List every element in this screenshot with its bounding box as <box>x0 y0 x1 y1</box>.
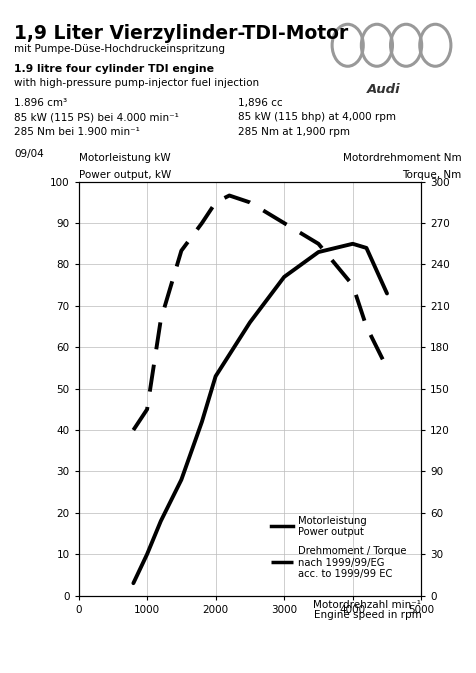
Text: 85 kW (115 PS) bei 4.000 min⁻¹: 85 kW (115 PS) bei 4.000 min⁻¹ <box>14 112 179 122</box>
Text: 09/04: 09/04 <box>14 149 44 160</box>
Text: 285 Nm bei 1.900 min⁻¹: 285 Nm bei 1.900 min⁻¹ <box>14 127 140 137</box>
Text: Motordrehzahl min⁻¹: Motordrehzahl min⁻¹ <box>313 600 421 610</box>
Text: 85 kW (115 bhp) at 4,000 rpm: 85 kW (115 bhp) at 4,000 rpm <box>238 112 396 122</box>
Text: Motorleistung kW: Motorleistung kW <box>79 153 170 163</box>
Text: 1,9 Liter Vierzylinder-TDI-Motor: 1,9 Liter Vierzylinder-TDI-Motor <box>14 24 348 42</box>
Text: 1.896 cm³: 1.896 cm³ <box>14 98 68 108</box>
Text: 1.9 litre four cylinder TDI engine: 1.9 litre four cylinder TDI engine <box>14 64 214 74</box>
Text: Motordrehmoment Nm: Motordrehmoment Nm <box>343 153 462 163</box>
Text: with high-pressure pump-injector fuel injection: with high-pressure pump-injector fuel in… <box>14 78 259 88</box>
Text: Torque, Nm: Torque, Nm <box>403 170 462 180</box>
Text: Audi: Audi <box>367 83 400 96</box>
Text: 1,896 cc: 1,896 cc <box>238 98 283 108</box>
Text: Engine speed in rpm: Engine speed in rpm <box>314 610 421 621</box>
Legend: Motorleistung
Power output, Drehmoment / Torque
nach 1999/99/EG
acc. to 1999/99 : Motorleistung Power output, Drehmoment /… <box>268 513 409 582</box>
Text: Power output, kW: Power output, kW <box>79 170 171 180</box>
Text: mit Pumpe-Düse-Hochdruckeinspritzung: mit Pumpe-Düse-Hochdruckeinspritzung <box>14 44 225 54</box>
Text: 285 Nm at 1,900 rpm: 285 Nm at 1,900 rpm <box>238 127 350 137</box>
